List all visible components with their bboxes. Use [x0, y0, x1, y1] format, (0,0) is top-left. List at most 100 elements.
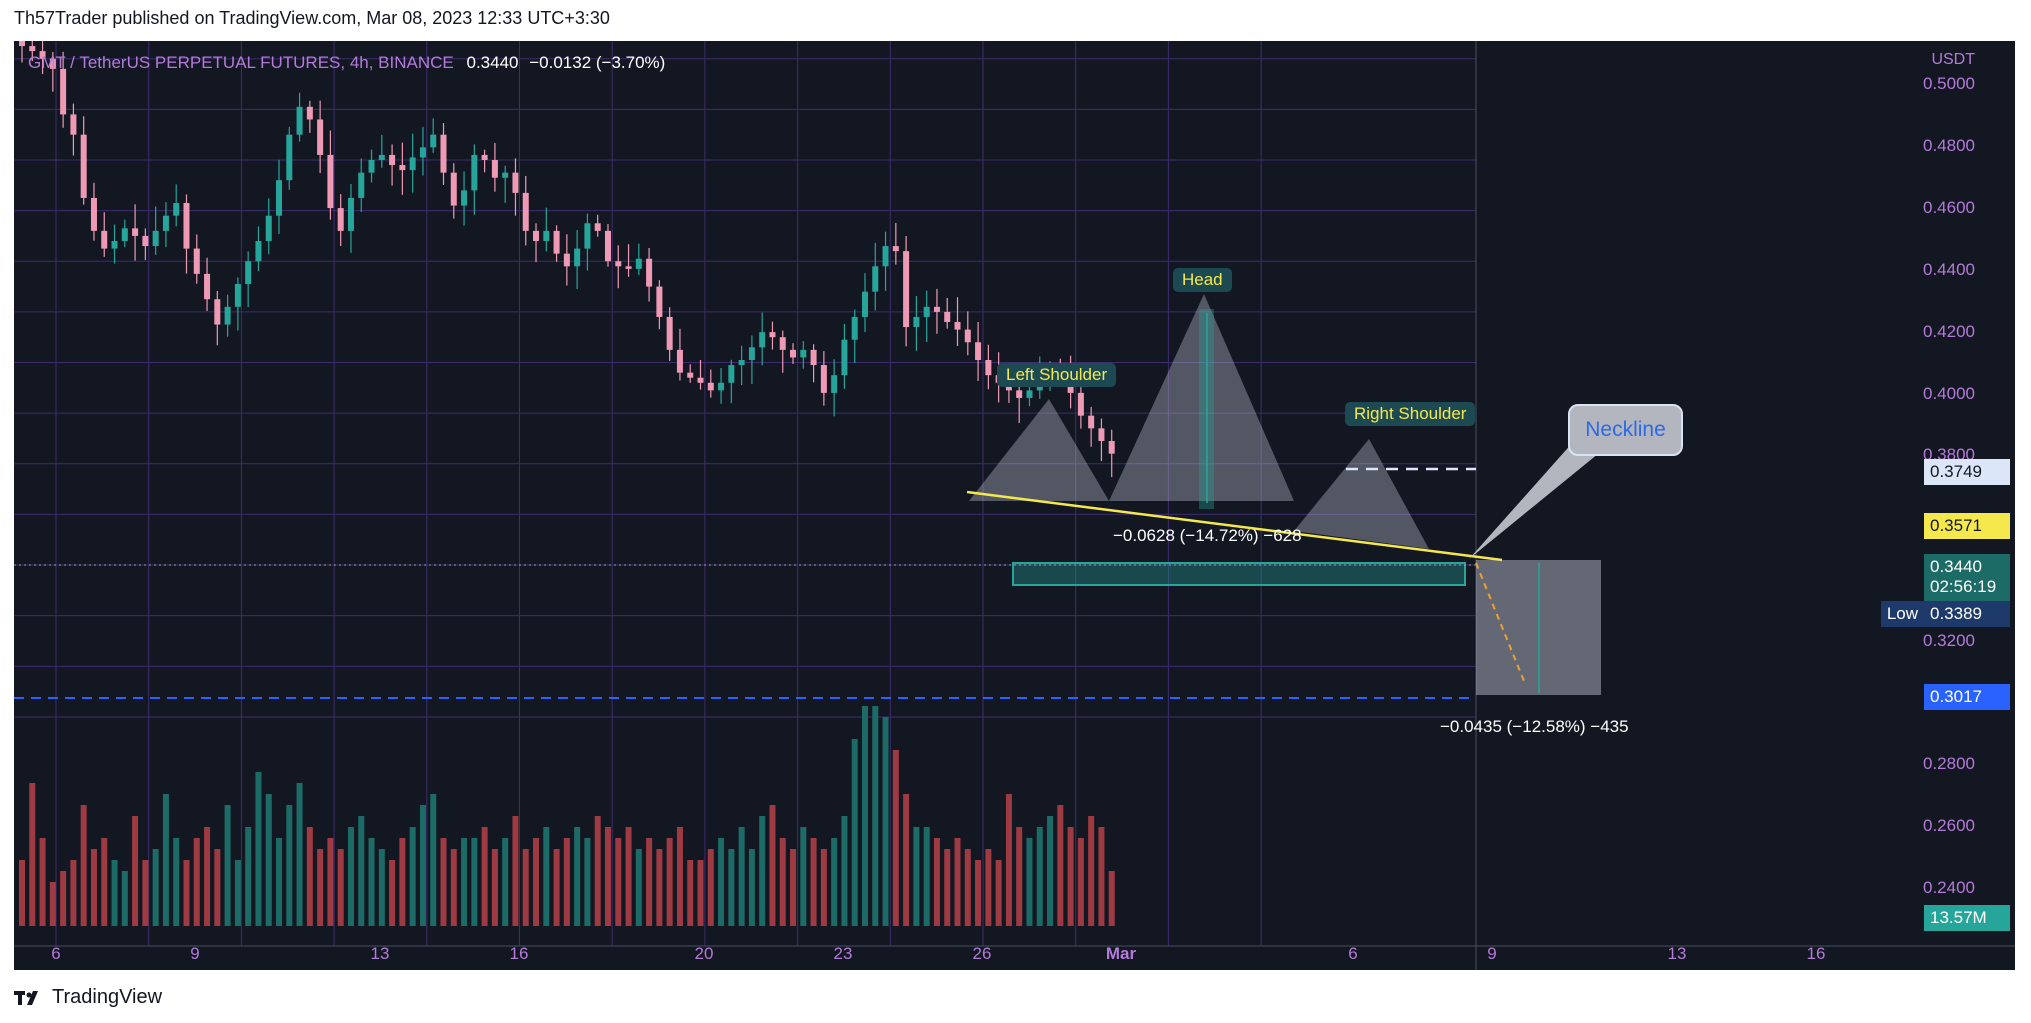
price-chart-canvas[interactable]: [14, 41, 2015, 970]
volume-bar: [502, 838, 509, 926]
volume-bar: [666, 838, 673, 926]
volume-bar: [450, 849, 457, 926]
candle-body: [193, 248, 200, 274]
candle-body: [60, 68, 67, 115]
current-price-value: 0.3440: [1930, 557, 1982, 576]
candle-body: [90, 197, 97, 231]
candle-body: [306, 106, 313, 120]
candle-body: [1098, 428, 1105, 441]
volume-bar: [522, 849, 529, 926]
candle-body: [461, 190, 468, 206]
volume-bar: [337, 849, 344, 926]
candle-body: [430, 134, 437, 148]
candle-body: [748, 347, 755, 360]
candle-body: [255, 241, 262, 262]
tradingview-footer[interactable]: TradingView: [14, 986, 162, 1009]
price-tick: 0.2400: [1923, 878, 1975, 897]
volume-bar: [779, 838, 786, 926]
volume-bar: [1057, 805, 1064, 926]
volume-bar: [748, 849, 755, 926]
candle-body: [820, 365, 827, 393]
candle-body: [563, 253, 570, 267]
volume-bar: [234, 860, 241, 926]
volume-bar: [707, 849, 714, 926]
volume-bar: [1036, 827, 1043, 926]
time-tick: 6: [1348, 944, 1358, 963]
volume-bar: [903, 794, 910, 926]
price-tick: 0.2800: [1923, 754, 1975, 773]
left-shoulder-label[interactable]: Left Shoulder: [997, 363, 1117, 387]
volume-bar: [1077, 838, 1084, 926]
candle-body: [707, 382, 714, 391]
volume-bar: [132, 816, 139, 926]
volume-bar: [111, 860, 118, 926]
candle-body: [152, 230, 159, 247]
current-price-marker: 0.3440 02:56:19: [1924, 554, 2010, 602]
candle-body: [101, 230, 108, 249]
volume-bar: [152, 849, 159, 926]
volume-bar: [358, 816, 365, 926]
volume-bar: [687, 860, 694, 926]
candle-body: [29, 46, 36, 52]
candle-body: [553, 230, 560, 254]
volume-bar: [327, 838, 334, 926]
price-tick: 0.2600: [1923, 816, 1975, 835]
candle-body: [810, 349, 817, 366]
volume-bar: [142, 860, 149, 926]
candle-body: [80, 134, 87, 198]
volume-bar: [317, 849, 324, 926]
volume-bar: [615, 838, 622, 926]
candle-body: [800, 349, 807, 358]
time-tick: 23: [833, 944, 853, 963]
candle-body: [276, 180, 283, 216]
volume-bar: [553, 849, 560, 926]
candle-body: [49, 58, 56, 69]
candle-body: [687, 372, 694, 378]
right-shoulder-label[interactable]: Right Shoulder: [1345, 402, 1476, 426]
candle-body: [851, 316, 858, 340]
volume-bar: [841, 816, 848, 926]
volume-bar: [183, 860, 190, 926]
volume-bar: [933, 838, 940, 926]
volume-bar: [1108, 871, 1115, 926]
volume-bar: [265, 794, 272, 926]
candle-body: [214, 299, 221, 325]
volume-bar: [224, 805, 231, 926]
volume-bar: [944, 849, 951, 926]
time-tick: 6: [51, 944, 61, 963]
candle-body: [419, 147, 426, 158]
candle-body: [831, 375, 838, 393]
volume-bar: [656, 849, 663, 926]
symbol-title: GMT / TetherUS PERPETUAL FUTURES, 4h, BI…: [28, 53, 454, 72]
price-tick: 0.4600: [1923, 198, 1975, 217]
head-label[interactable]: Head: [1173, 268, 1232, 292]
volume-bar: [800, 827, 807, 926]
candle-body: [892, 246, 899, 252]
volume-bar: [975, 860, 982, 926]
volume-bar: [1005, 794, 1012, 926]
candle-body: [584, 223, 591, 249]
volume-bar: [80, 805, 87, 926]
candle-body: [625, 266, 632, 269]
volume-bar: [1047, 816, 1054, 926]
volume-bar: [954, 838, 961, 926]
neckline-callout[interactable]: Neckline: [1568, 404, 1683, 456]
candle-body: [234, 284, 241, 307]
candle-body: [841, 339, 848, 376]
candle-body: [399, 165, 406, 171]
time-tick: 16: [1806, 944, 1826, 963]
candle-body: [1088, 415, 1095, 429]
low-label: Low: [1880, 601, 1924, 627]
chart-pane[interactable]: GMT / TetherUS PERPETUAL FUTURES, 4h, BI…: [14, 41, 2015, 970]
price-tick: 0.4800: [1923, 136, 1975, 155]
candle-body: [522, 192, 529, 231]
volume-bar: [738, 827, 745, 926]
candle-body: [728, 365, 735, 383]
time-tick: 9: [1487, 944, 1497, 963]
candle-body: [512, 172, 519, 193]
axis-currency: USDT: [1931, 51, 1975, 68]
candle-body: [594, 223, 601, 231]
volume-bar: [419, 805, 426, 926]
candle-body: [543, 230, 550, 241]
candle-body: [964, 329, 971, 343]
